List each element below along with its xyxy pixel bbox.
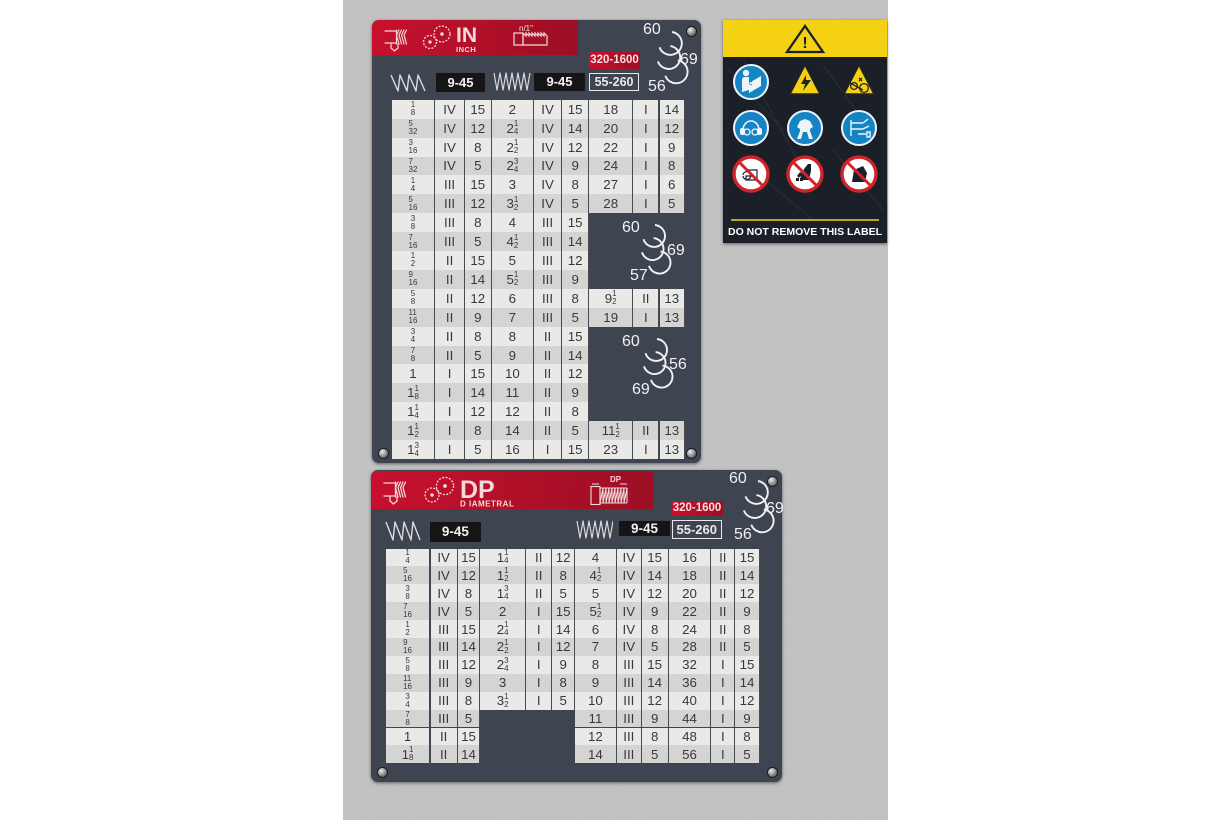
svg-text:DP: DP [610,475,622,484]
svg-text:D IAMETRAL: D IAMETRAL [460,500,514,509]
svg-text:57: 57 [630,267,648,284]
svg-text:69: 69 [632,381,650,398]
svg-text:IN: IN [456,24,477,47]
svg-text:60: 60 [622,333,640,350]
svg-text:60: 60 [622,219,640,236]
svg-text:56: 56 [669,356,687,373]
svg-text:69: 69 [766,500,783,517]
svg-text:n/1": n/1" [519,24,533,33]
svg-text:!: ! [802,35,807,52]
svg-text:69: 69 [667,242,684,259]
svg-text:60: 60 [643,21,661,38]
svg-text:60: 60 [729,470,747,487]
svg-text:69: 69 [680,51,697,68]
svg-text:56: 56 [648,78,666,94]
svg-text:56: 56 [734,526,752,542]
svg-text:INCH: INCH [456,45,476,54]
